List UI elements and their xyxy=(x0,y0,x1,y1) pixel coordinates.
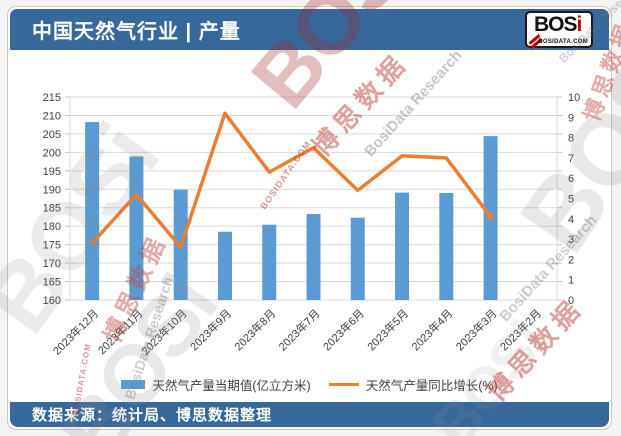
legend-label-growth: 天然气产量同比增长(%) xyxy=(365,379,498,393)
legend-item-production: 天然气产量当期值(亿立方米) xyxy=(121,375,311,394)
chart-legend: 天然气产量当期值(亿立方米) 天然气产量同比增长(%) xyxy=(8,375,611,394)
bar-series-swatch xyxy=(121,380,146,389)
legend-label-production: 天然气产量当期值(亿立方米) xyxy=(152,379,311,393)
line-series-swatch xyxy=(328,382,359,387)
page-title: 中国天然气行业 | 产量 xyxy=(32,21,241,43)
report-card: 中国天然气行业 | 产量 BOSi BOSIDATA.COM 天然气产量当期值(… xyxy=(7,6,612,430)
logo-wordmark-main: BOS xyxy=(534,13,578,36)
header-bar: 中国天然气行业 | 产量 BOSi BOSIDATA.COM xyxy=(10,9,609,50)
data-source-text: 数据来源：统计局、博思数据整理 xyxy=(32,407,273,424)
logo-wordmark-accent: i xyxy=(576,13,583,36)
footer-bar: 数据来源：统计局、博思数据整理 xyxy=(10,402,609,427)
logo-domain: BOSIDATA.COM xyxy=(538,39,588,45)
brand-logo: BOSi BOSIDATA.COM xyxy=(525,11,593,49)
logo-wordmark: BOSi xyxy=(534,13,583,37)
legend-item-growth: 天然气产量同比增长(%) xyxy=(328,375,498,394)
